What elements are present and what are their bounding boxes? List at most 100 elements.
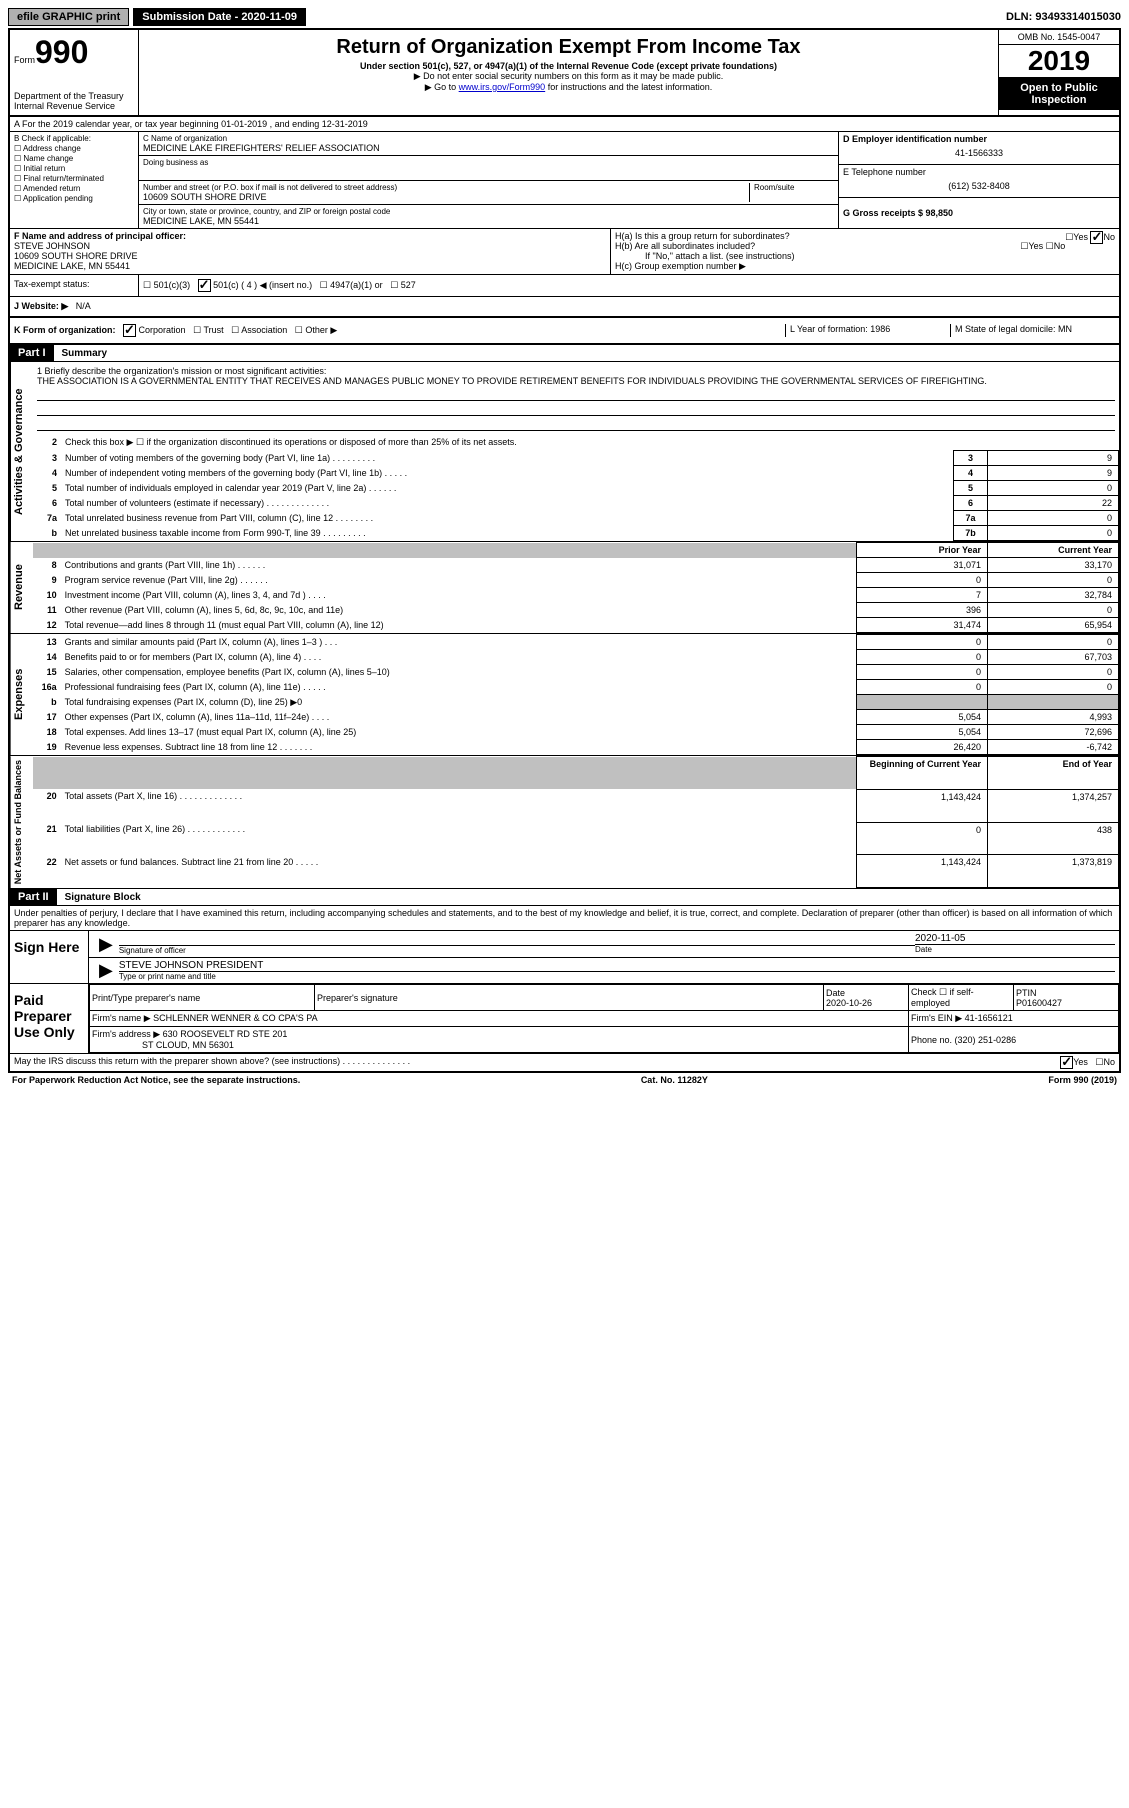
sign-here-label: Sign Here (10, 931, 88, 983)
addr-cell: Number and street (or P.O. box if mail i… (139, 181, 838, 205)
revenue-section: Revenue Prior YearCurrent Year8Contribut… (10, 542, 1119, 634)
row-fh: F Name and address of principal officer:… (10, 229, 1119, 275)
city-label: City or town, state or province, country… (143, 207, 834, 216)
irs-discuss-yesno[interactable]: Yes ☐No (1060, 1056, 1115, 1069)
form-title: Return of Organization Exempt From Incom… (143, 36, 994, 59)
footer-left: For Paperwork Reduction Act Notice, see … (12, 1075, 300, 1085)
dba-cell: Doing business as (139, 156, 838, 181)
note2-pre: ▶ Go to (425, 82, 459, 92)
form-note1: ▶ Do not enter social security numbers o… (143, 71, 994, 82)
preparer-table: Print/Type preparer's name Preparer's si… (89, 984, 1119, 1053)
form-note2: ▶ Go to www.irs.gov/Form990 for instruct… (143, 82, 994, 93)
website-label: J Website: ▶ (14, 301, 68, 311)
name-label: C Name of organization (143, 134, 834, 143)
sig-name: STEVE JOHNSON PRESIDENT (119, 960, 1115, 971)
col-c: C Name of organization MEDICINE LAKE FIR… (139, 132, 838, 228)
footer: For Paperwork Reduction Act Notice, see … (8, 1073, 1121, 1087)
firm-ein: Firm's EIN ▶ 41-1656121 (909, 1011, 1119, 1027)
sig-officer-label: Signature of officer (119, 945, 915, 955)
mission-line (37, 416, 1115, 431)
prep-check: Check ☐ if self-employed (909, 985, 1014, 1011)
firm-name: Firm's name ▶ SCHLENNER WENNER & CO CPA'… (90, 1011, 909, 1027)
addr-label: Number and street (or P.O. box if mail i… (143, 183, 749, 192)
row-a: A For the 2019 calendar year, or tax yea… (10, 117, 1119, 132)
city-cell: City or town, state or province, country… (139, 205, 838, 228)
f-label: F Name and address of principal officer: (14, 231, 606, 241)
lines-table: 2Check this box ▶ ☐ if the organization … (33, 435, 1119, 541)
dept-label: Department of the TreasuryInternal Reven… (14, 91, 134, 111)
tax-status-label: Tax-exempt status: (10, 275, 139, 296)
col-d: D Employer identification number 41-1566… (838, 132, 1119, 228)
omb-number: OMB No. 1545-0047 (999, 30, 1119, 45)
tax-status-row: Tax-exempt status: ☐ 501(c)(3) 501(c) ( … (10, 275, 1119, 297)
prep-name-label: Print/Type preparer's name (90, 985, 315, 1011)
top-bar: efile GRAPHIC print Submission Date - 20… (8, 8, 1121, 26)
preparer-content: Print/Type preparer's name Preparer's si… (88, 984, 1119, 1053)
submission-date: Submission Date - 2020-11-09 (133, 8, 306, 26)
org-name-cell: C Name of organization MEDICINE LAKE FIR… (139, 132, 838, 156)
sig-officer-line: ▶ Signature of officer 2020-11-05 Date (89, 931, 1119, 958)
officer-addr1: 10609 SOUTH SHORE DRIVE (14, 251, 606, 261)
mission-text: THE ASSOCIATION IS A GOVERNMENTAL ENTITY… (37, 376, 1115, 386)
ha-row: H(a) Is this a group return for subordin… (615, 231, 1115, 241)
col-h: H(a) Is this a group return for subordin… (610, 229, 1119, 274)
irs-discuss-row: May the IRS discuss this return with the… (10, 1053, 1119, 1071)
mission-line (37, 386, 1115, 401)
firm-phone: Phone no. (320) 251-0286 (909, 1027, 1119, 1053)
mission-line (37, 401, 1115, 416)
hb-row: H(b) Are all subordinates included? ☐Yes… (615, 241, 1115, 251)
check-final[interactable]: ☐ Final return/terminated (14, 174, 134, 183)
irs-link[interactable]: www.irs.gov/Form990 (459, 82, 546, 92)
netassets-section: Net Assets or Fund Balances Beginning of… (10, 756, 1119, 889)
ein-value: 41-1566333 (843, 144, 1115, 162)
org-name: MEDICINE LAKE FIREFIGHTERS' RELIEF ASSOC… (143, 143, 834, 153)
prep-date: Date2020-10-26 (824, 985, 909, 1011)
expenses-label: Expenses (10, 634, 33, 755)
gross-cell: G Gross receipts $ 98,850 (839, 198, 1119, 220)
part2-title: Signature Block (57, 890, 149, 905)
phone-label: E Telephone number (843, 167, 1115, 177)
check-initial[interactable]: ☐ Initial return (14, 164, 134, 173)
part1-title: Summary (54, 346, 116, 361)
col-f: F Name and address of principal officer:… (10, 229, 610, 274)
website-value: N/A (76, 301, 91, 311)
hc-row: H(c) Group exemption number ▶ (615, 261, 1115, 272)
check-pending[interactable]: ☐ Application pending (14, 194, 134, 203)
q1-label: 1 Briefly describe the organization's mi… (37, 366, 1115, 376)
firm-addr: Firm's address ▶ 630 ROOSEVELT RD STE 20… (90, 1027, 909, 1053)
form-label: Form (14, 55, 35, 65)
preparer-label: Paid Preparer Use Only (10, 984, 88, 1053)
col-b-label: B Check if applicable: (14, 134, 134, 143)
sig-name-label: Type or print name and title (119, 971, 1115, 981)
check-amended[interactable]: ☐ Amended return (14, 184, 134, 193)
arrow-icon: ▶ (93, 934, 119, 955)
tax-year: 2019 (999, 45, 1119, 78)
header-right: OMB No. 1545-0047 2019 Open to Public In… (998, 30, 1119, 115)
check-name[interactable]: ☐ Name change (14, 154, 134, 163)
footer-right: Form 990 (2019) (1048, 1075, 1117, 1085)
efile-button[interactable]: efile GRAPHIC print (8, 8, 129, 26)
netassets-label: Net Assets or Fund Balances (10, 756, 33, 888)
form-number: 990 (35, 34, 88, 70)
website-row: J Website: ▶ N/A (10, 297, 1119, 318)
form-header: Form990 Department of the TreasuryIntern… (10, 30, 1119, 117)
exp-table: 13Grants and similar amounts paid (Part … (33, 634, 1119, 755)
sig-date-label: Date (915, 944, 1115, 954)
l-year: L Year of formation: 1986 (785, 324, 950, 337)
org-city: MEDICINE LAKE, MN 55441 (143, 216, 834, 226)
net-table: Beginning of Current YearEnd of Year20To… (33, 756, 1119, 888)
tax-status-opts: ☐ 501(c)(3) 501(c) ( 4 ) ◀ (insert no.) … (139, 275, 1119, 296)
arrow-icon: ▶ (93, 960, 119, 981)
phone-value: (612) 532-8408 (843, 177, 1115, 195)
check-address[interactable]: ☐ Address change (14, 144, 134, 153)
m-state: M State of legal domicile: MN (950, 324, 1115, 337)
part2-header: Part II (10, 889, 57, 905)
irs-discuss: May the IRS discuss this return with the… (14, 1056, 1060, 1069)
room-label: Room/suite (749, 183, 834, 202)
note2-post: for instructions and the latest informat… (545, 82, 712, 92)
hb-note: If "No," attach a list. (see instruction… (615, 251, 1115, 261)
ein-label: D Employer identification number (843, 134, 1115, 144)
part1-header: Part I (10, 345, 54, 361)
prep-sig-label: Preparer's signature (315, 985, 824, 1011)
dln: DLN: 93493314015030 (1006, 11, 1121, 23)
